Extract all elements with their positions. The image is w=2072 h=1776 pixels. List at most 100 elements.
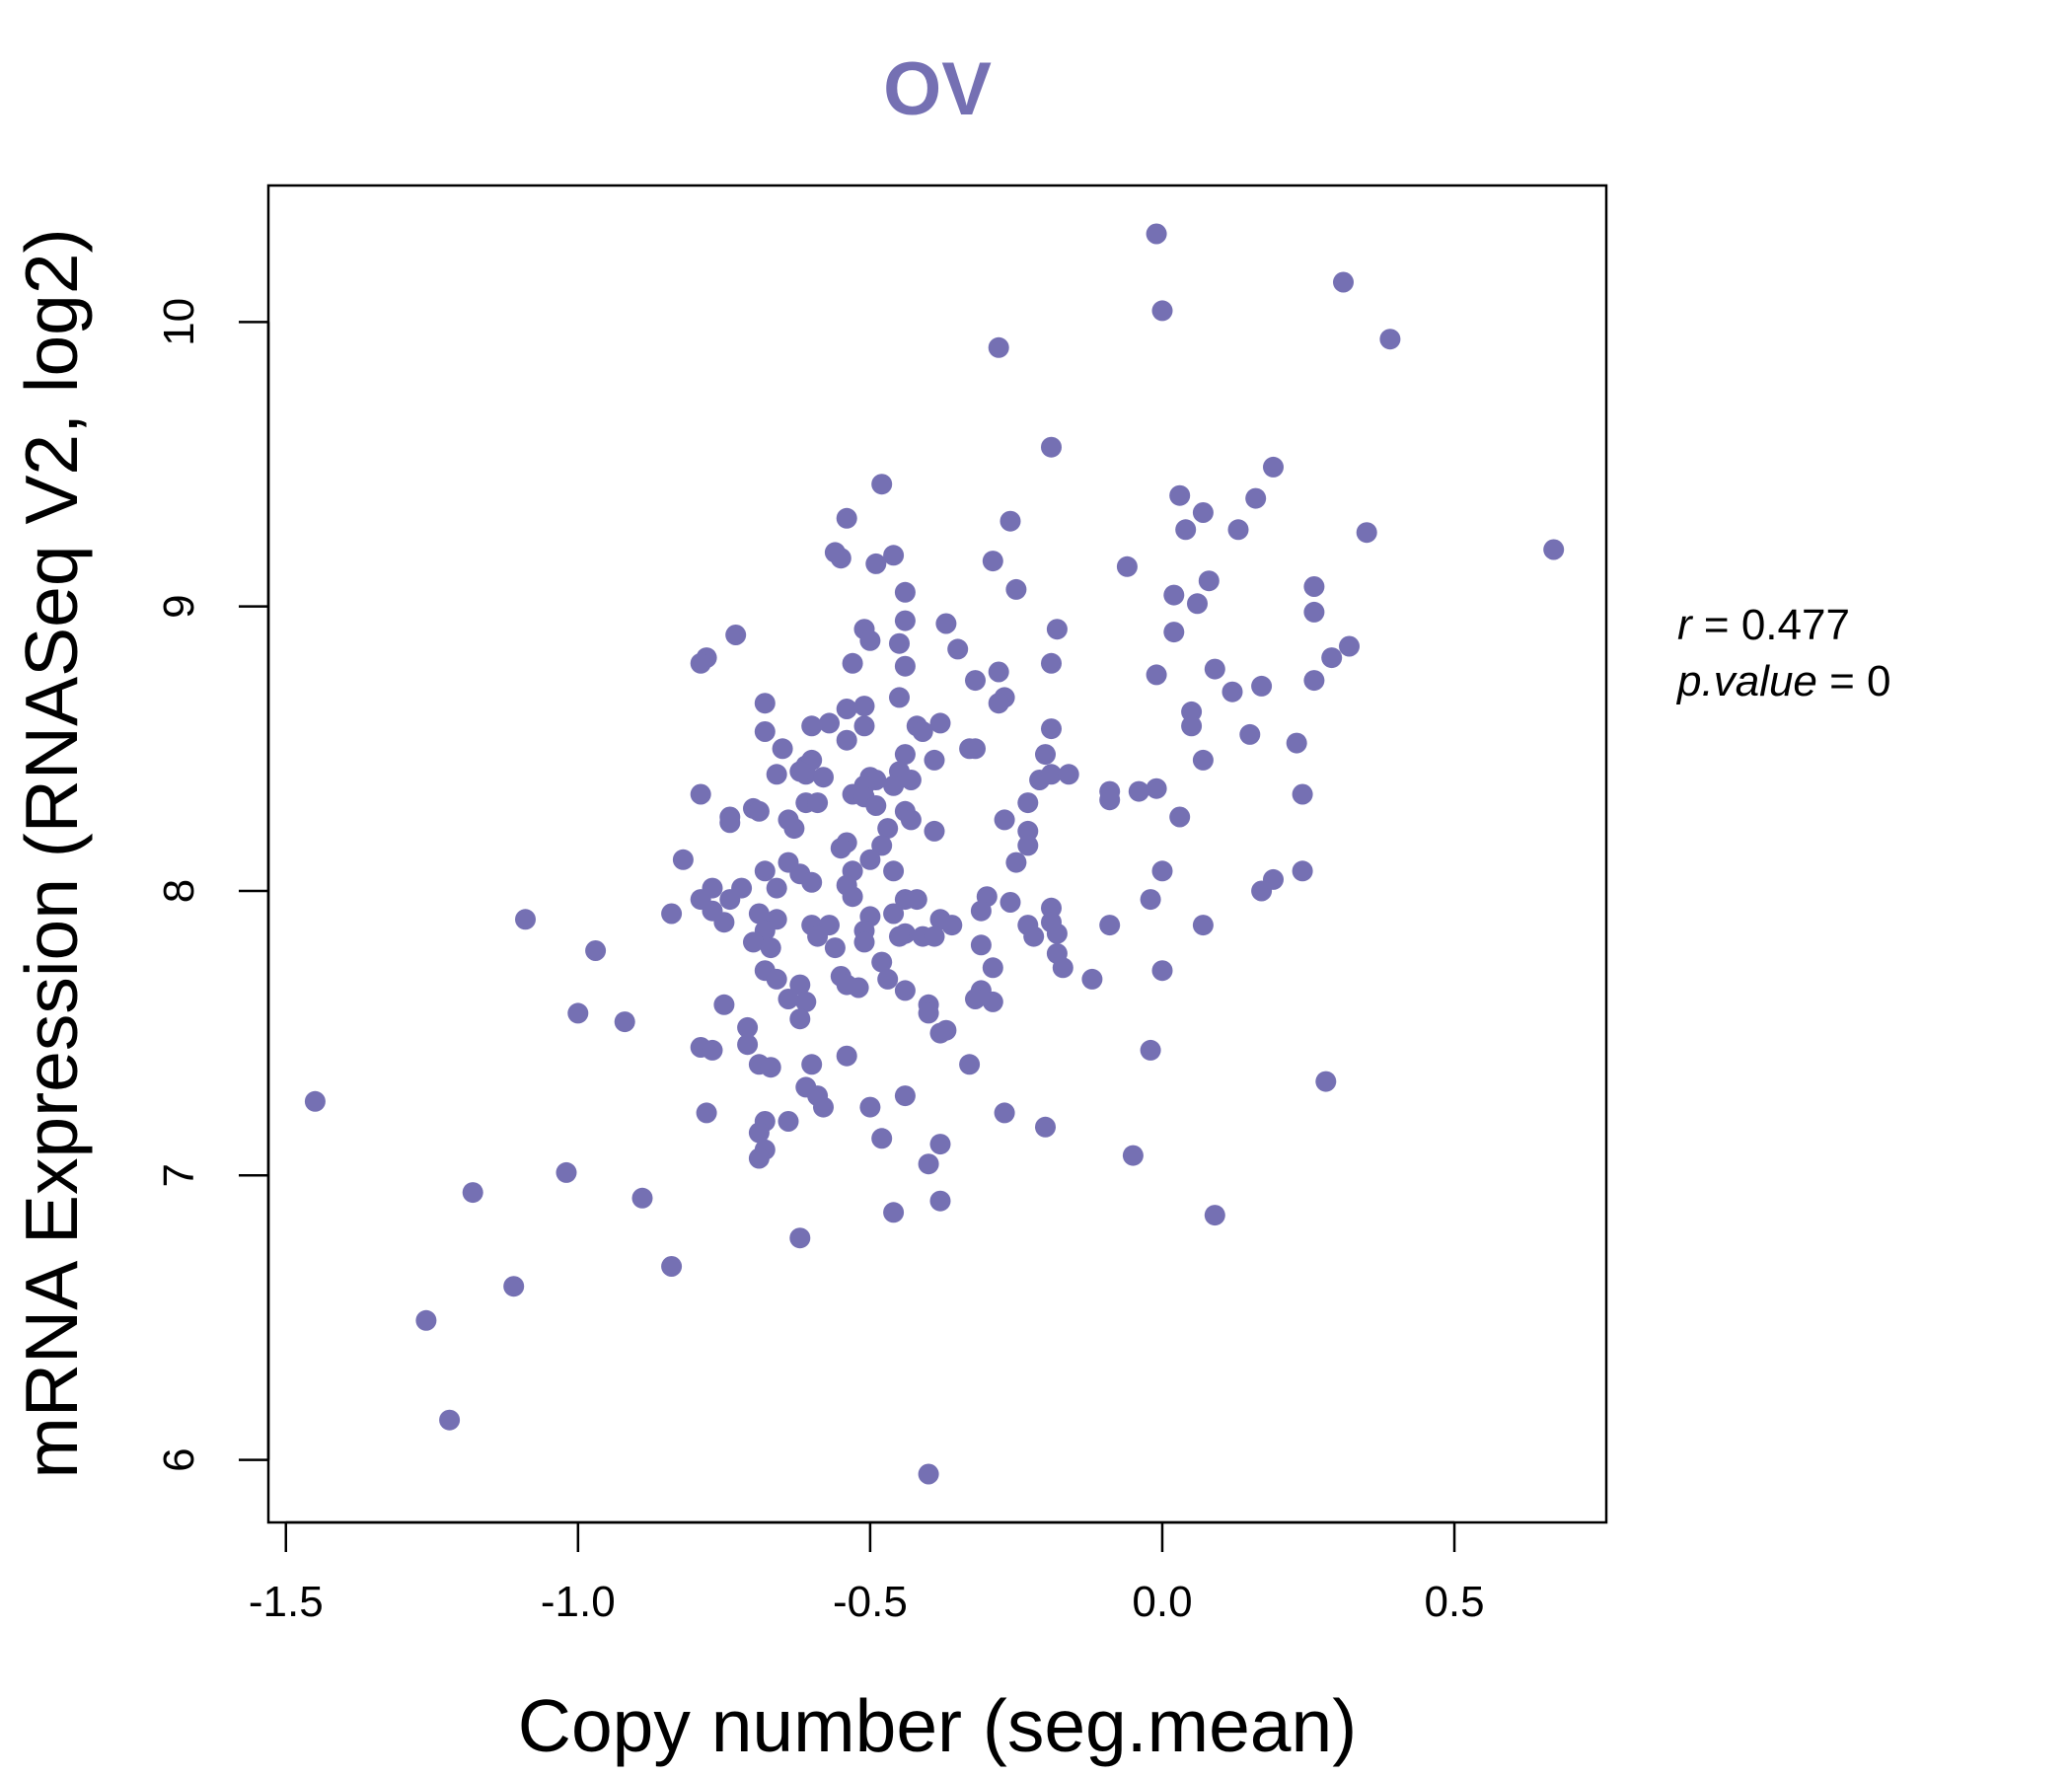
data-point [859, 849, 881, 870]
data-point [889, 687, 910, 708]
data-point [748, 903, 770, 925]
data-point [859, 1096, 881, 1118]
x-tick-label: 0.0 [1132, 1578, 1192, 1626]
data-point [836, 729, 857, 751]
data-point [853, 696, 875, 717]
data-point [1286, 732, 1307, 754]
data-point [304, 1090, 326, 1112]
data-point [889, 632, 910, 654]
data-point [1041, 764, 1062, 785]
data-point [999, 892, 1021, 913]
data-point [801, 715, 823, 737]
data-point [929, 712, 951, 734]
data-point [894, 655, 916, 677]
data-point [848, 977, 869, 999]
data-point [1263, 456, 1284, 478]
data-point [789, 1008, 811, 1030]
data-point [1379, 329, 1401, 350]
data-point [1146, 664, 1167, 686]
data-point [585, 940, 607, 961]
data-point [836, 1045, 857, 1067]
data-point [760, 1057, 781, 1078]
data-point [918, 1153, 939, 1175]
data-point [702, 1039, 723, 1061]
p-equals: = [1829, 657, 1867, 705]
data-point [1005, 851, 1027, 873]
data-point [813, 1096, 834, 1118]
data-point [631, 1187, 653, 1209]
data-point [439, 1409, 461, 1431]
data-point [1204, 1205, 1225, 1226]
data-point [1198, 570, 1220, 592]
data-point [1315, 1071, 1337, 1092]
data-point [1017, 820, 1039, 842]
data-point [889, 925, 910, 947]
data-point [555, 1161, 577, 1183]
data-point [1303, 576, 1325, 597]
data-point [795, 991, 817, 1012]
y-axis: 6 7 8 9 10 [155, 298, 270, 1472]
data-point [982, 551, 1003, 572]
data-point [760, 937, 781, 959]
data-point [1292, 860, 1313, 882]
data-point [1169, 806, 1191, 828]
data-point [1081, 968, 1103, 990]
x-axis-label: Copy number (seg.mean) [518, 1684, 1357, 1767]
data-point [1175, 519, 1197, 541]
x-tick-label: -1.5 [249, 1578, 324, 1626]
data-point [965, 989, 986, 1009]
data-point [988, 661, 1009, 683]
data-point [766, 764, 787, 785]
data-point [912, 721, 933, 742]
data-point [672, 849, 694, 870]
x-tick-label: 0.5 [1424, 1578, 1484, 1626]
y-tick-label: 10 [155, 298, 203, 346]
data-point [462, 1182, 483, 1204]
data-point [1169, 484, 1191, 506]
y-tick-label: 8 [155, 879, 203, 903]
y-tick-label: 6 [155, 1447, 203, 1471]
data-point [748, 800, 770, 822]
data-point [1005, 578, 1027, 600]
data-point [789, 1227, 811, 1249]
r-label: r [1677, 601, 1694, 649]
data-point [515, 909, 536, 930]
data-point [883, 545, 905, 566]
data-point [965, 738, 986, 760]
data-point [877, 818, 899, 840]
data-point [894, 581, 916, 603]
p-value: 0 [1867, 657, 1890, 705]
data-point [1122, 1145, 1144, 1166]
data-point [1058, 764, 1079, 785]
data-point [1181, 715, 1203, 737]
data-point [929, 1190, 951, 1212]
data-point [1204, 658, 1225, 680]
data-point [1041, 897, 1062, 919]
y-axis-label: mRNA Expression (RNASeq V2, log2) [10, 228, 93, 1478]
data-point [1356, 522, 1377, 544]
data-point [924, 925, 945, 947]
data-point [1099, 915, 1121, 936]
data-point [830, 838, 851, 859]
data-point [1046, 619, 1068, 640]
data-point [737, 1034, 759, 1056]
data-point [1292, 783, 1313, 805]
data-point [789, 974, 811, 996]
data-point [690, 652, 711, 674]
data-point [754, 860, 776, 882]
data-point [1146, 777, 1167, 799]
data-point [871, 951, 893, 973]
correlation-stats: r = 0.477 p.value = 0 [1675, 601, 1891, 705]
data-point [661, 1256, 683, 1277]
data-point [661, 903, 683, 925]
data-point [1163, 622, 1185, 643]
data-point [1140, 889, 1161, 911]
data-point [1151, 960, 1173, 982]
data-point [696, 1102, 717, 1124]
data-point [894, 744, 916, 766]
data-point [1128, 780, 1149, 802]
data-point [853, 715, 875, 737]
data-point [415, 1309, 437, 1331]
data-point [900, 809, 922, 831]
